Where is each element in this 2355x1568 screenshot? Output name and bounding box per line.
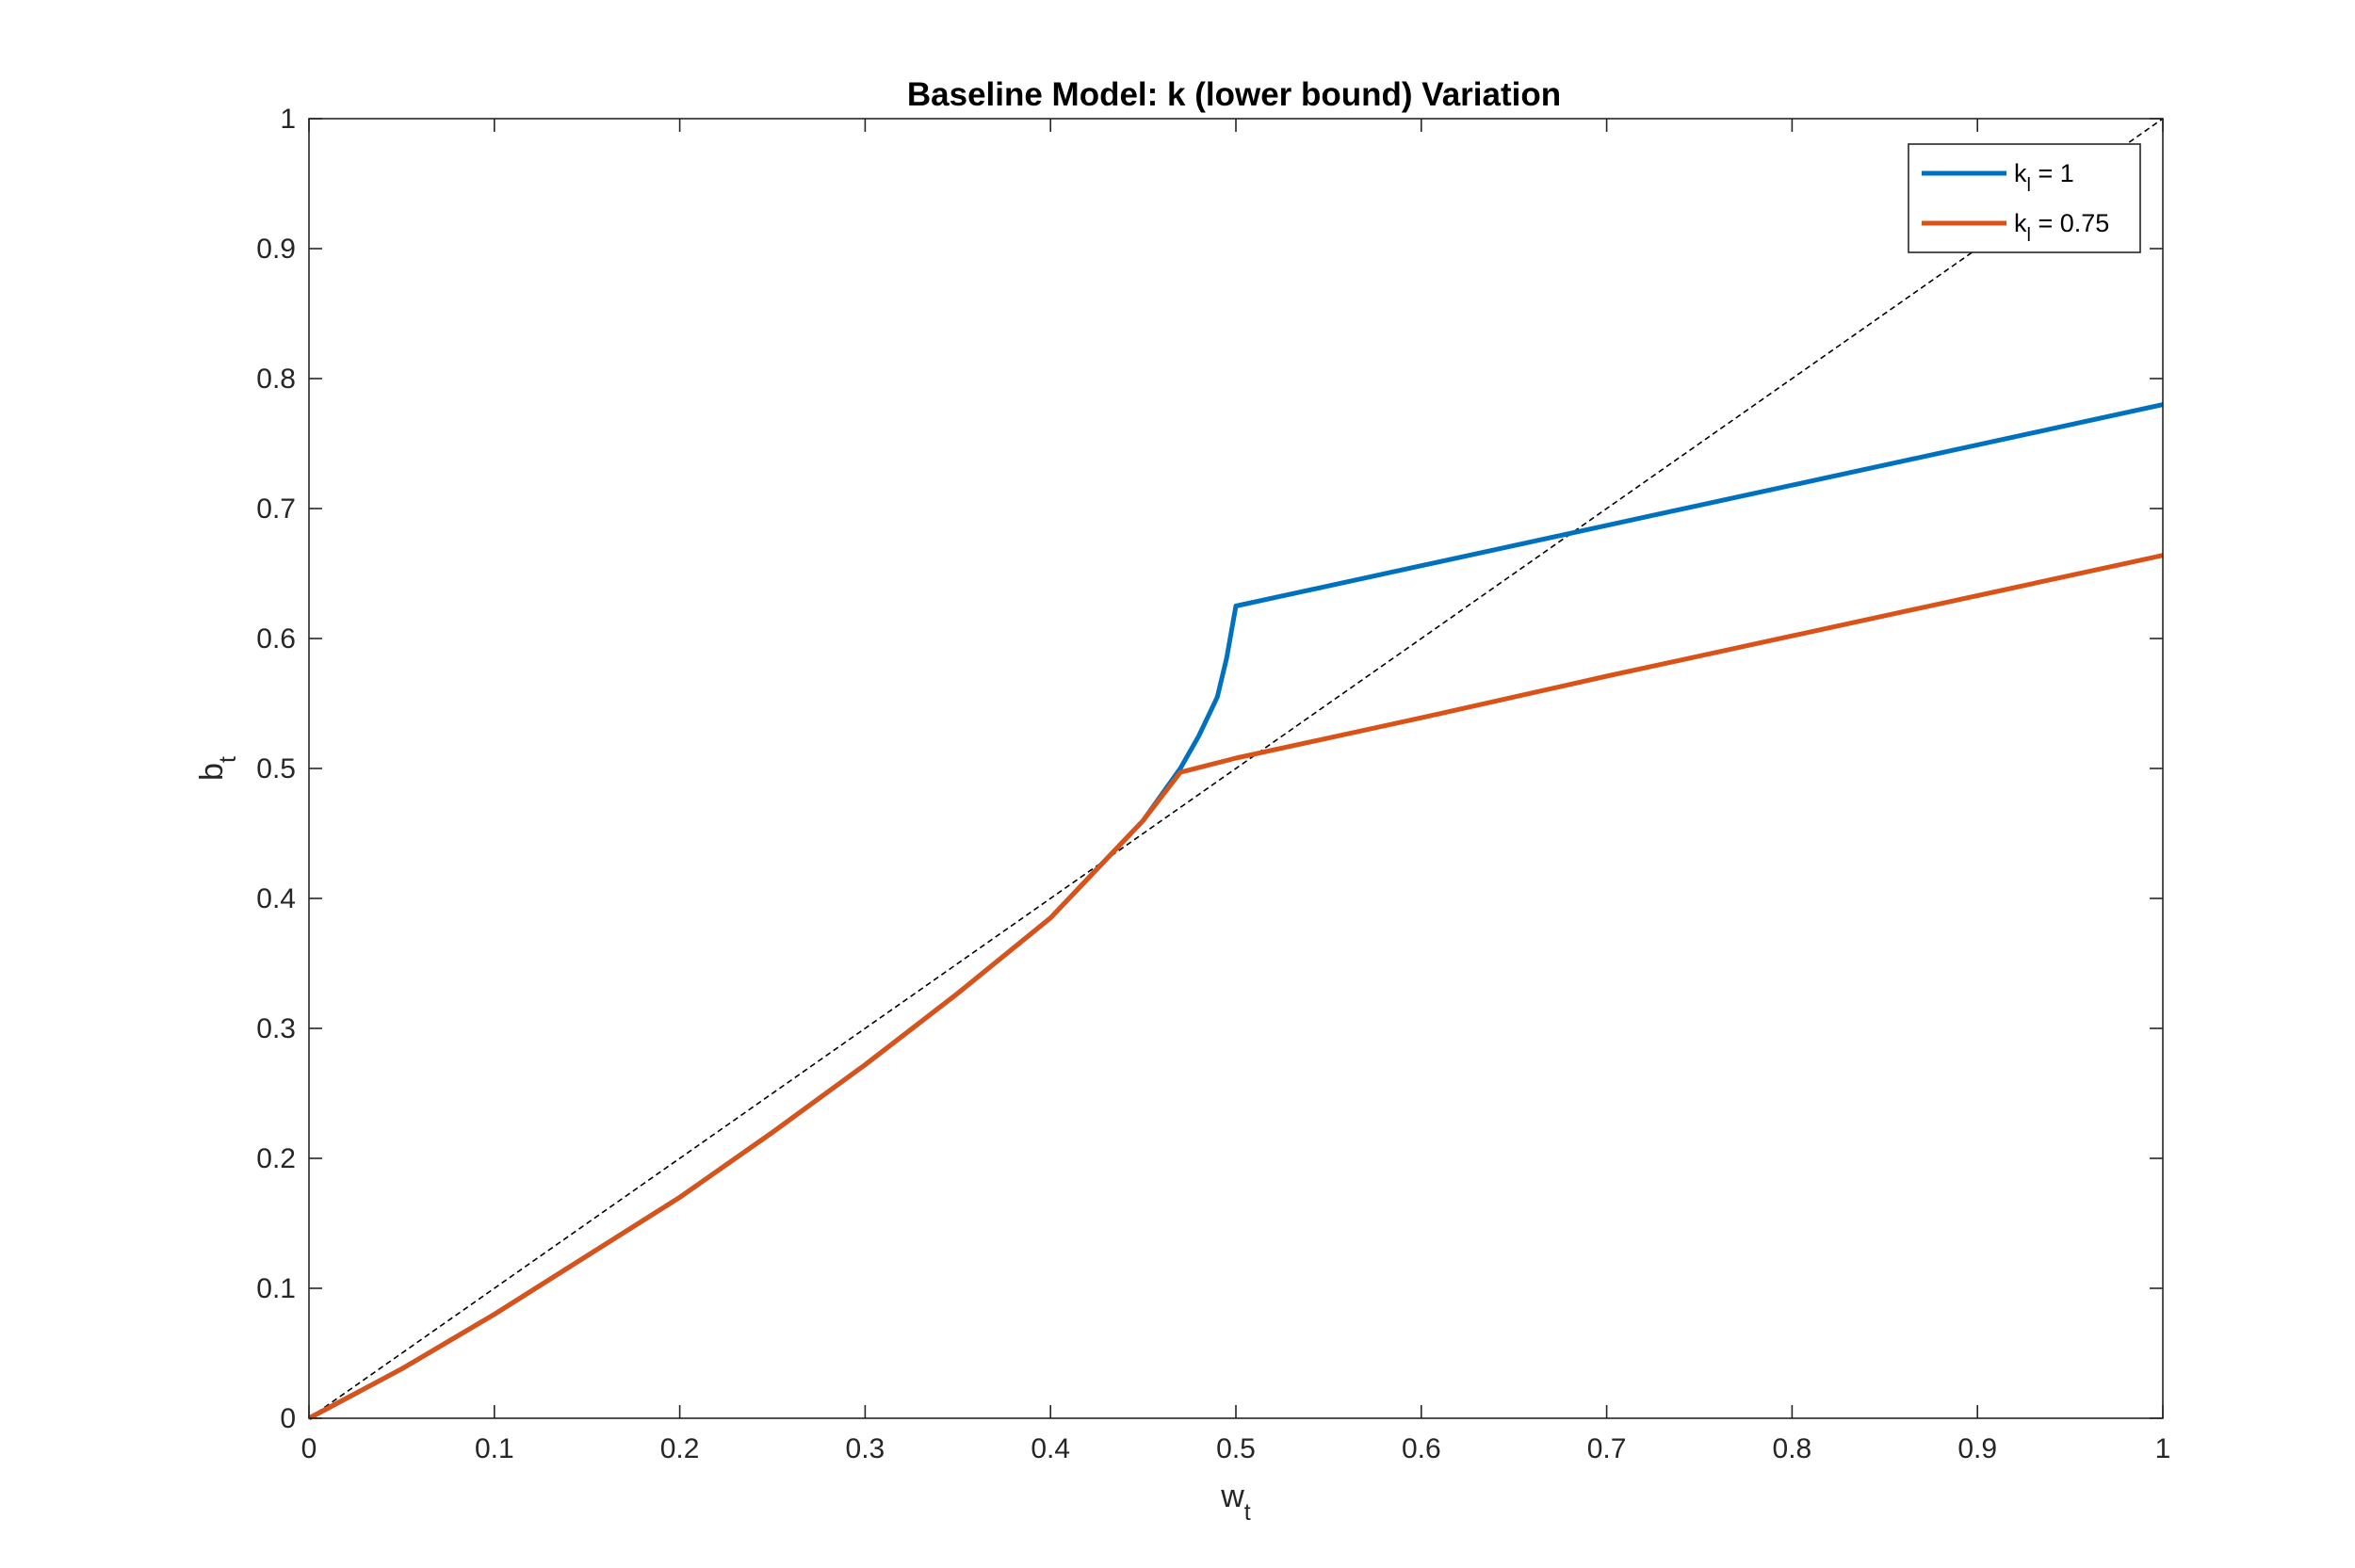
legend-label-series-2: kl = 0.75 — [2014, 209, 2109, 246]
x-axis-label: wt — [1220, 1479, 1251, 1526]
series-layer — [307, 402, 2164, 1421]
series-line-2 — [307, 553, 2164, 1421]
y-tick-label: 0.8 — [256, 364, 296, 395]
x-tick-label: 0.3 — [846, 1433, 885, 1464]
x-tick-label: 0.6 — [1402, 1433, 1441, 1464]
legend-label-series-1: kl = 1 — [2014, 159, 2074, 196]
y-tick-label: 0.7 — [256, 493, 296, 525]
x-tick-label: 0.8 — [1773, 1433, 1812, 1464]
x-tick-label: 0.9 — [1957, 1433, 1997, 1464]
x-tick-label: 0.4 — [1031, 1433, 1070, 1464]
x-axis-label-base: w — [1220, 1479, 1244, 1514]
y-tick-label: 0.6 — [256, 623, 296, 655]
ticks-layer: 0 0.1 0.2 0.3 0.4 0.5 0.6 0.7 0.8 0.9 1 0 0.1 0.2 0.3 0… — [256, 104, 2170, 1464]
plot-area: 0 0.1 0.2 0.3 0.4 0.5 0.6 0.7 0.8 0.9 1 0 0.1 0.2 0.3 0… — [256, 104, 2170, 1464]
y-axis-label: bt — [194, 756, 241, 781]
x-tick-label: 0.5 — [1216, 1433, 1256, 1464]
legend-box — [1908, 143, 2141, 253]
y-tick-label: 1 — [280, 104, 296, 135]
y-axis-label-base: b — [194, 763, 230, 781]
y-axis-label-sub: t — [215, 756, 241, 763]
x-tick-label: 0.1 — [475, 1433, 514, 1464]
x-tick-label: 1 — [2155, 1433, 2171, 1464]
legend: kl = 1 kl = 0.75 — [1908, 143, 2141, 253]
y-tick-label: 0.3 — [256, 1013, 296, 1044]
x-tick-label: 0.2 — [660, 1433, 700, 1464]
svg-text:wt: wt — [1220, 1479, 1251, 1526]
y-tick-label: 0.9 — [256, 234, 296, 265]
reference-diagonal-line — [308, 118, 2164, 1419]
x-axis-label-sub: t — [1244, 1499, 1251, 1526]
x-tick-label: 0.7 — [1587, 1433, 1627, 1464]
x-tick-label: 0 — [301, 1433, 317, 1464]
y-tick-label: 0.4 — [256, 883, 296, 914]
chart-title: Baseline Model: k (lower bound) Variatio… — [907, 76, 1561, 113]
y-tick-label: 0.1 — [256, 1273, 296, 1304]
y-tick-label: 0.5 — [256, 753, 296, 784]
y-tick-label: 0 — [280, 1403, 296, 1434]
y-tick-label: 0.2 — [256, 1143, 296, 1174]
svg-text:bt: bt — [194, 756, 241, 781]
